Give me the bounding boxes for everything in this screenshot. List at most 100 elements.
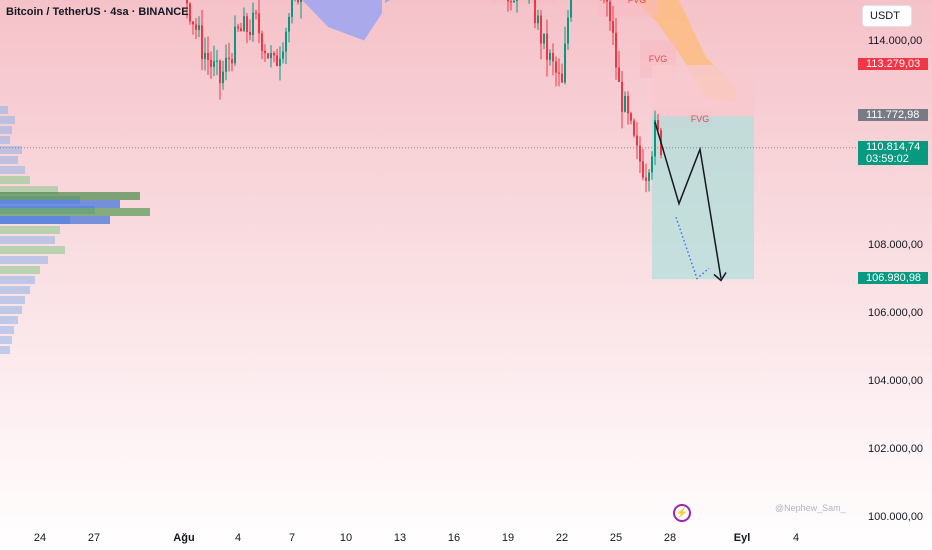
candle-body xyxy=(540,15,542,44)
candle-body xyxy=(264,50,266,54)
x-tick-label: 7 xyxy=(288,532,296,544)
candle-body xyxy=(198,25,200,30)
candle-body xyxy=(546,33,548,60)
projection-path xyxy=(654,121,722,279)
fvg-label: FVG xyxy=(648,54,668,65)
currency-button[interactable]: USDT xyxy=(862,5,912,27)
volume-profile-bar xyxy=(0,136,10,144)
fvg-label: FVG xyxy=(690,113,710,124)
candle-body xyxy=(639,145,641,162)
volume-profile-bar xyxy=(0,236,55,244)
candle-body xyxy=(285,31,287,52)
candle-body xyxy=(627,95,629,114)
volume-profile-bar xyxy=(0,316,18,324)
x-tick-label: 24 xyxy=(33,532,47,544)
candle-body xyxy=(516,0,518,1)
fvg-label: FVG xyxy=(628,0,647,5)
volume-profile-bar xyxy=(0,276,35,284)
x-tick-label: 16 xyxy=(447,532,461,544)
volume-profile-bar xyxy=(0,126,12,134)
watermark: @Nephew_Sam_ xyxy=(775,503,846,513)
candle-body xyxy=(288,16,290,32)
y-tick-label: 106.000,00 xyxy=(868,306,924,319)
candle-body xyxy=(648,172,650,181)
volume-profile-bar xyxy=(0,116,15,124)
volume-profile-poc-bar xyxy=(0,216,110,224)
candle-body xyxy=(249,31,251,36)
x-tick-label: 25 xyxy=(609,532,623,544)
candle-body xyxy=(195,24,197,30)
candle-body xyxy=(252,12,254,36)
candle-body xyxy=(549,52,551,60)
candle-body xyxy=(219,60,221,84)
candle-body xyxy=(207,53,209,60)
candle-body xyxy=(240,28,242,32)
price-label-value: 110.814,74 xyxy=(866,141,921,154)
candle-body xyxy=(624,95,626,112)
candle-body xyxy=(657,120,659,130)
candle-body xyxy=(621,81,623,112)
volume-profile-bar xyxy=(0,166,25,174)
volume-profile-poc-bar xyxy=(0,192,140,200)
projection-dotted-path xyxy=(675,217,710,280)
price-label-value: 111.772,98 xyxy=(866,108,920,121)
candle-body xyxy=(189,3,191,22)
candle-body xyxy=(282,51,284,59)
candle-body xyxy=(258,13,260,34)
volume-profile-bar xyxy=(0,146,22,154)
candle-body xyxy=(645,177,647,181)
candle-body xyxy=(606,0,608,2)
price-label: 110.814,74 03:59:02 xyxy=(858,141,928,166)
x-tick-label: Eyl xyxy=(733,532,751,544)
stop-loss-zone xyxy=(652,65,754,117)
candle-body xyxy=(225,57,227,72)
y-tick-label: 100.000,00 xyxy=(868,510,924,523)
candle-body xyxy=(234,26,236,64)
candle-body xyxy=(654,120,656,157)
candle-body xyxy=(300,0,302,3)
candle-body xyxy=(267,53,269,59)
price-label-value: 113.279,03 xyxy=(866,57,921,70)
candle-body xyxy=(279,58,281,66)
candle-body xyxy=(543,33,545,44)
candle-body xyxy=(192,21,194,25)
x-tick-label: 4 xyxy=(234,532,242,544)
y-tick-label: 102.000,00 xyxy=(868,442,924,455)
volume-profile-bar xyxy=(0,176,30,184)
candle-body xyxy=(186,0,188,4)
candle-body xyxy=(615,32,617,68)
price-label: 106.980,98 xyxy=(858,271,928,284)
candle-body xyxy=(618,67,620,82)
symbol-title: Bitcoin / TetherUS · 4sa · BINANCE xyxy=(6,6,189,18)
volume-profile-bar xyxy=(0,256,48,264)
candle-body xyxy=(216,60,218,62)
candle-body xyxy=(609,1,611,22)
candle-body xyxy=(612,21,614,33)
y-tick-label: 108.000,00 xyxy=(868,238,924,251)
candle-body xyxy=(564,43,566,83)
volume-profile-bar xyxy=(0,186,58,194)
lightning-icon[interactable]: ⚡ xyxy=(673,504,691,522)
projection-arrow-head xyxy=(713,272,727,282)
candle-body xyxy=(552,52,554,62)
x-tick-label: 27 xyxy=(87,532,101,544)
price-label-value: 106.980,98 xyxy=(866,271,922,284)
price-label: 113.279,03 xyxy=(858,57,928,70)
volume-profile-bar xyxy=(0,296,25,304)
volume-profile-bar xyxy=(0,306,22,314)
candle-body xyxy=(561,73,563,83)
candle-body xyxy=(651,156,653,173)
x-tick-label: 4 xyxy=(792,532,800,544)
candle-body xyxy=(513,0,515,3)
candle-body xyxy=(201,25,203,59)
x-tick-label: 28 xyxy=(663,532,677,544)
candle-body xyxy=(555,61,557,73)
candle-body xyxy=(642,161,644,178)
volume-profile-poc-bar xyxy=(0,200,120,208)
candle-body xyxy=(255,12,257,14)
candle-body xyxy=(222,71,224,84)
candle-body xyxy=(204,53,206,59)
fvg-zone xyxy=(490,0,556,4)
